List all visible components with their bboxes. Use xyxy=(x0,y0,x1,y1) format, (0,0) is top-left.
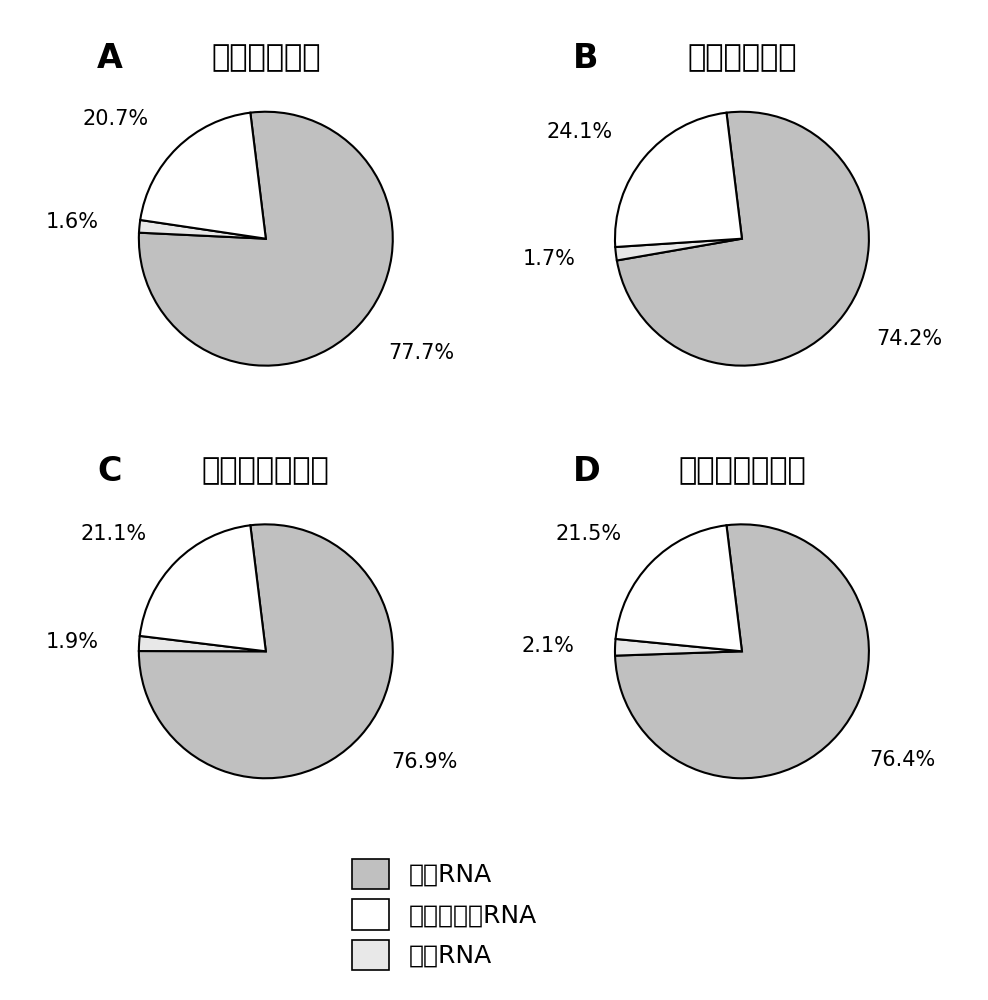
Wedge shape xyxy=(139,636,266,651)
Text: 76.4%: 76.4% xyxy=(869,750,936,770)
Wedge shape xyxy=(139,112,393,366)
Text: B: B xyxy=(573,42,599,75)
Wedge shape xyxy=(139,220,266,239)
Title: 健康（青年）: 健康（青年） xyxy=(211,43,320,72)
Text: 21.1%: 21.1% xyxy=(80,524,146,544)
Text: 74.2%: 74.2% xyxy=(876,329,943,349)
Wedge shape xyxy=(615,639,742,656)
Text: 2.1%: 2.1% xyxy=(522,636,574,656)
Text: 1.7%: 1.7% xyxy=(523,249,576,269)
Wedge shape xyxy=(139,525,266,651)
Wedge shape xyxy=(616,524,868,778)
Text: 21.5%: 21.5% xyxy=(556,524,622,544)
Text: D: D xyxy=(573,455,601,488)
Wedge shape xyxy=(616,525,742,651)
Text: 20.7%: 20.7% xyxy=(83,109,149,129)
Wedge shape xyxy=(617,112,868,366)
Text: A: A xyxy=(97,42,124,75)
Title: 肚结核（老年）: 肚结核（老年） xyxy=(678,456,806,485)
Text: C: C xyxy=(97,455,122,488)
Text: 1.9%: 1.9% xyxy=(45,632,99,652)
Wedge shape xyxy=(140,113,266,239)
Text: 77.7%: 77.7% xyxy=(388,343,454,363)
Title: 健康（老年）: 健康（老年） xyxy=(688,43,796,72)
Wedge shape xyxy=(615,113,742,247)
Legend: 编码RNA, 非编码线性RNA, 环状RNA: 编码RNA, 非编码线性RNA, 环状RNA xyxy=(344,851,545,978)
Text: 76.9%: 76.9% xyxy=(391,752,457,772)
Text: 24.1%: 24.1% xyxy=(546,122,613,142)
Wedge shape xyxy=(139,524,393,778)
Wedge shape xyxy=(616,239,742,260)
Text: 1.6%: 1.6% xyxy=(46,212,99,232)
Title: 肚结核（青年）: 肚结核（青年） xyxy=(202,456,330,485)
